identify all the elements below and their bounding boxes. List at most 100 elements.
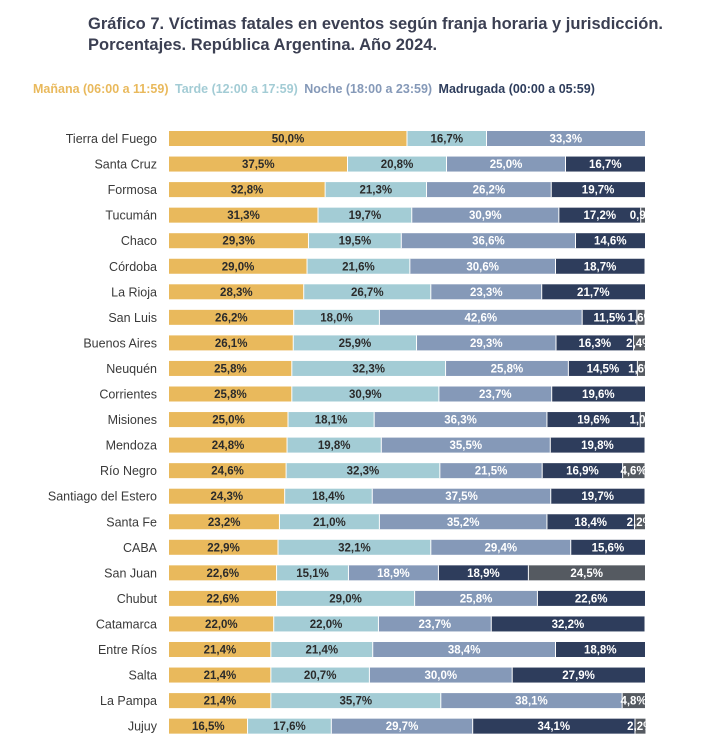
bar-manana-misiones xyxy=(169,412,288,428)
bar-noche-san-juan xyxy=(348,565,439,581)
bar-noche-tierra-del-fuego xyxy=(486,131,645,146)
bar-extra-la-pampa xyxy=(622,693,645,709)
bar-manana-la-rioja xyxy=(169,284,304,300)
data-label-manana-salta: 21,4% xyxy=(204,670,237,682)
data-label-tarde-santiago-del-estero: 18,4% xyxy=(312,491,345,503)
data-label-noche-chaco: 36,6% xyxy=(472,236,505,248)
category-label-misiones: Misiones xyxy=(108,413,157,427)
data-label-madrugada-mendoza: 19,8% xyxy=(581,440,614,452)
data-label-tarde-formosa: 21,3% xyxy=(360,185,393,197)
data-label-noche-la-rioja: 23,3% xyxy=(470,287,503,299)
data-label-noche-entre-rios: 38,4% xyxy=(448,645,481,657)
category-label-salta: Salta xyxy=(129,669,158,683)
bar-tarde-entre-rios xyxy=(270,642,373,657)
bar-manana-neuquen xyxy=(169,360,292,376)
bar-extra-san-luis xyxy=(636,309,645,325)
data-label-noche-formosa: 26,2% xyxy=(473,185,506,197)
data-label-manana-mendoza: 24,8% xyxy=(212,440,245,452)
bar-noche-la-rioja xyxy=(430,284,542,300)
data-label-manana-san-luis: 26,2% xyxy=(215,312,248,324)
data-label-noche-santiago-del-estero: 37,5% xyxy=(445,491,478,503)
bar-madrugada-santiago-del-estero xyxy=(550,488,645,504)
data-label-tarde-neuquen: 32,3% xyxy=(352,363,385,375)
category-label-jujuy: Jujuy xyxy=(128,720,158,734)
data-label-extra-tucuman: 0,9% xyxy=(630,210,656,222)
category-label-la-rioja: La Rioja xyxy=(111,285,157,299)
data-label-madrugada-corrientes: 19,6% xyxy=(582,389,615,401)
bar-madrugada-rio-negro xyxy=(542,463,623,479)
bar-manana-san-juan xyxy=(169,565,277,581)
data-label-tarde-santa-fe: 21,0% xyxy=(313,517,346,529)
bar-extra-rio-negro xyxy=(622,463,645,479)
data-label-noche-santa-cruz: 25,0% xyxy=(490,159,523,171)
data-label-manana-santa-fe: 23,2% xyxy=(208,517,241,529)
category-label-entre-rios: Entre Ríos xyxy=(98,643,157,657)
bar-extra-santa-fe xyxy=(634,514,645,530)
data-label-noche-rio-negro: 21,5% xyxy=(475,466,508,478)
bar-madrugada-tucuman xyxy=(558,207,641,223)
data-label-madrugada-jujuy: 34,1% xyxy=(538,721,571,733)
bar-manana-buenos-aires xyxy=(169,335,294,351)
bar-noche-salta xyxy=(369,667,513,683)
data-label-tarde-san-luis: 18,0% xyxy=(320,312,353,324)
category-label-santa-cruz: Santa Cruz xyxy=(94,158,157,172)
bar-manana-corrientes xyxy=(169,386,292,402)
data-label-extra-buenos-aires: 2,4% xyxy=(626,338,652,350)
bar-manana-san-luis xyxy=(169,309,294,325)
data-label-tarde-chubut: 29,0% xyxy=(329,593,362,605)
data-label-manana-misiones: 25,0% xyxy=(212,415,245,427)
bar-tarde-formosa xyxy=(325,182,427,198)
bar-madrugada-misiones xyxy=(546,412,641,428)
data-label-noche-catamarca: 23,7% xyxy=(419,619,452,631)
bar-noche-chaco xyxy=(401,233,576,249)
category-label-corrientes: Corrientes xyxy=(99,388,157,402)
data-label-noche-caba: 29,4% xyxy=(484,542,517,554)
data-label-noche-corrientes: 23,7% xyxy=(479,389,512,401)
bar-extra-jujuy xyxy=(635,718,646,734)
bar-manana-santiago-del-estero xyxy=(169,488,285,504)
bar-tarde-cordoba xyxy=(307,258,410,274)
chart-legend: Mañana (06:00 a 11:59) Tarde (12:00 a 17… xyxy=(33,82,598,96)
bar-madrugada-santa-cruz xyxy=(565,156,645,172)
bar-tarde-santa-fe xyxy=(279,514,380,530)
category-label-catamarca: Catamarca xyxy=(96,617,157,631)
bar-madrugada-buenos-aires xyxy=(555,335,634,351)
data-label-manana-caba: 22,9% xyxy=(207,542,240,554)
bar-manana-formosa xyxy=(169,182,326,198)
data-label-tarde-tierra-del-fuego: 16,7% xyxy=(430,134,463,146)
bar-manana-chaco xyxy=(169,233,309,249)
bar-tarde-mendoza xyxy=(287,437,382,453)
data-label-madrugada-neuquen: 14,5% xyxy=(587,363,620,375)
bar-tarde-misiones xyxy=(288,412,375,428)
data-label-noche-mendoza: 35,5% xyxy=(449,440,482,452)
bar-noche-entre-rios xyxy=(372,642,556,657)
bar-extra-san-juan xyxy=(528,565,645,581)
data-label-noche-buenos-aires: 29,3% xyxy=(470,338,503,350)
data-label-madrugada-san-luis: 11,5% xyxy=(594,312,626,324)
legend-item-manana: Mañana (06:00 a 11:59) xyxy=(33,82,169,96)
bar-tarde-la-pampa xyxy=(270,693,441,709)
bar-manana-chubut xyxy=(169,590,277,606)
data-label-madrugada-chaco: 14,6% xyxy=(594,236,627,248)
bar-madrugada-entre-rios xyxy=(555,642,645,657)
data-label-madrugada-tucuman: 17,2% xyxy=(583,210,616,222)
bar-tarde-rio-negro xyxy=(286,463,440,479)
data-label-tarde-santa-cruz: 20,8% xyxy=(381,159,414,171)
data-label-tarde-tucuman: 19,7% xyxy=(349,210,382,222)
data-label-noche-neuquen: 25,8% xyxy=(491,363,524,375)
data-label-madrugada-catamarca: 32,2% xyxy=(552,619,585,631)
data-label-manana-la-rioja: 28,3% xyxy=(220,287,253,299)
bar-tarde-catamarca xyxy=(273,616,379,632)
bar-noche-tucuman xyxy=(411,207,559,223)
bar-noche-formosa xyxy=(426,182,552,198)
bar-tarde-tucuman xyxy=(317,207,412,223)
bar-tarde-jujuy xyxy=(247,718,332,734)
data-label-madrugada-la-rioja: 21,7% xyxy=(577,287,610,299)
data-label-tarde-chaco: 19,5% xyxy=(339,236,372,248)
category-label-rio-negro: Río Negro xyxy=(100,464,157,478)
category-label-la-pampa: La Pampa xyxy=(100,694,157,708)
bar-noche-santa-fe xyxy=(379,514,547,530)
data-label-extra-misiones: 1,0% xyxy=(630,415,656,427)
bar-noche-chubut xyxy=(414,590,538,606)
